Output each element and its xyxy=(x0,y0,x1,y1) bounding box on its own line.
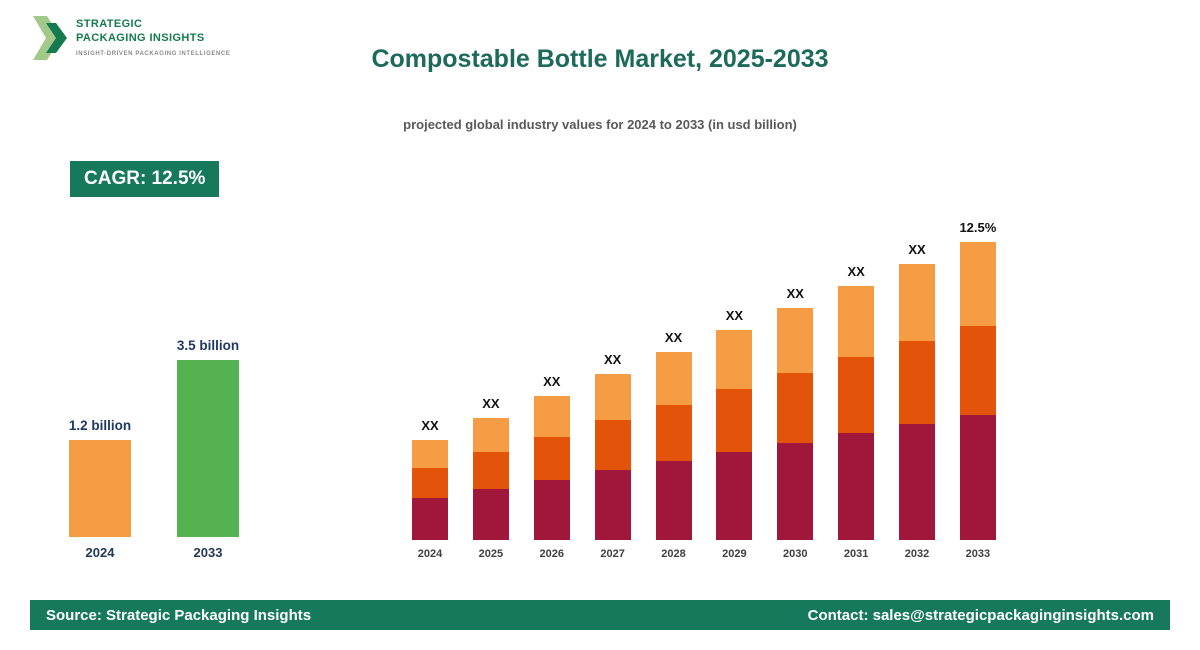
stacked-bar-column: XX 2029 xyxy=(712,192,756,560)
bar-segment-middle xyxy=(959,326,996,415)
footer-source-text: Source: Strategic Packaging Insights xyxy=(46,606,312,624)
bar-segment-middle xyxy=(655,405,692,461)
bar-value-label: XX xyxy=(421,418,439,433)
mini-bar-column: 1.2 billion 2024 xyxy=(68,328,132,560)
mini-bar-value-label: 1.2 billion xyxy=(68,418,132,433)
bar-segment-middle xyxy=(472,452,509,489)
bar-segment-bottom xyxy=(472,489,509,540)
bar-value-label: XX xyxy=(543,374,561,389)
brand-name-line1: STRATEGIC xyxy=(76,18,143,30)
bar-segment-top xyxy=(777,308,814,373)
footer-contact-text: Contact: sales@strategicpackaginginsight… xyxy=(807,606,1154,624)
bar-value-label: XX xyxy=(603,352,622,367)
stacked-bar xyxy=(472,418,509,540)
stacked-bar xyxy=(716,330,753,540)
bar-segment-top xyxy=(959,242,996,326)
bar-value-label: XX xyxy=(786,286,804,301)
bar-segment-bottom xyxy=(899,424,935,540)
bar-year-label: 2031 xyxy=(843,548,869,560)
bar-value-label: XX xyxy=(482,396,500,411)
brand-name-line2: PACKAGING INSIGHTS xyxy=(76,31,205,44)
bar-segment-bottom xyxy=(594,470,631,540)
stacked-bar xyxy=(777,308,814,540)
bar-segment-bottom xyxy=(716,452,753,540)
bar-value-label: XX xyxy=(725,308,744,323)
bar-segment-middle xyxy=(716,389,753,452)
stacked-bar xyxy=(838,286,875,540)
stacked-bar xyxy=(655,352,692,540)
bar-value-label: XX xyxy=(847,264,865,279)
bar-segment-bottom xyxy=(412,498,448,540)
bar-year-label: 2029 xyxy=(722,548,747,560)
stacked-bar-column: 12.5% 2033 xyxy=(956,192,1000,560)
footer-banner: Source: Strategic Packaging Insights Con… xyxy=(30,600,1170,630)
bar-segment-middle xyxy=(594,420,631,470)
mini-bar-year-label: 2024 xyxy=(85,545,115,560)
page-title: Compostable Bottle Market, 2025-2033 xyxy=(371,45,829,73)
stacked-bar xyxy=(412,440,448,540)
bar-segment-bottom xyxy=(838,433,875,540)
bar-year-label: 2024 xyxy=(417,548,443,560)
bar-segment-top xyxy=(412,440,448,468)
stacked-bar-column: XX 2027 xyxy=(591,192,635,560)
stacked-bar-column: XX 2025 xyxy=(469,192,513,560)
bar-segment-bottom xyxy=(959,415,996,540)
bar-segment-top xyxy=(655,352,692,405)
bar-value-label: XX xyxy=(908,242,926,257)
bar-year-label: 2032 xyxy=(904,548,930,560)
bar-year-label: 2030 xyxy=(783,548,808,560)
bar-segment-middle xyxy=(838,357,875,433)
stacked-bar xyxy=(594,374,631,540)
mini-bar-year-label: 2033 xyxy=(193,545,223,560)
bar-year-label: 2028 xyxy=(661,548,686,560)
bar-segment-middle xyxy=(533,437,570,480)
mini-chart-bars: 1.2 billion 2024 3.5 billion 2033 xyxy=(68,328,240,560)
bar-segment-bottom xyxy=(777,443,814,540)
bar-segment-middle xyxy=(899,341,935,424)
bar-year-label: 2025 xyxy=(478,548,504,560)
page-subtitle: projected global industry values for 202… xyxy=(403,117,797,132)
bar-year-label: 2026 xyxy=(539,548,564,560)
bar-segment-bottom xyxy=(655,461,692,540)
stacked-bar-column: XX 2024 xyxy=(408,192,452,560)
stacked-chart-bars: XX 2024 XX 2025 XX 2026 XX 2027 XX 2028 XX 2029 XX 20… xyxy=(408,192,1000,560)
stacked-bar xyxy=(959,242,996,540)
mini-bar-column: 3.5 billion 2033 xyxy=(176,328,240,560)
bar-segment-middle xyxy=(412,468,448,498)
brand-logo: STRATEGIC PACKAGING INSIGHTS INSIGHT-DRI… xyxy=(32,14,230,62)
stacked-bar xyxy=(899,264,935,540)
bar-segment-top xyxy=(716,330,753,389)
mini-bar xyxy=(177,360,239,537)
bar-segment-top xyxy=(899,264,935,341)
stacked-bar xyxy=(533,396,570,540)
stacked-bar-column: XX 2031 xyxy=(834,192,878,560)
bar-segment-top xyxy=(533,396,570,437)
stacked-bar-column: XX 2026 xyxy=(530,192,574,560)
mini-bar xyxy=(69,440,131,537)
stacked-bar-column: XX 2032 xyxy=(895,192,939,560)
bar-segment-top xyxy=(838,286,875,357)
mini-bar-value-label: 3.5 billion xyxy=(176,338,240,353)
stacked-bar-column: XX 2028 xyxy=(652,192,696,560)
bar-value-label: 12.5% xyxy=(959,220,997,235)
bar-segment-top xyxy=(472,418,509,452)
bar-segment-middle xyxy=(777,373,814,443)
cagr-badge: CAGR: 12.5% xyxy=(70,161,220,197)
bar-value-label: XX xyxy=(664,330,683,345)
bar-segment-top xyxy=(594,374,631,420)
double-chevron-icon xyxy=(33,16,67,60)
stacked-bar-column: XX 2030 xyxy=(773,192,817,560)
brand-text: STRATEGIC PACKAGING INSIGHTS INSIGHT-DRI… xyxy=(76,14,230,57)
brand-tagline: INSIGHT-DRIVEN PACKAGING INTELLIGENCE xyxy=(76,50,231,57)
bar-segment-bottom xyxy=(533,480,570,540)
bar-year-label: 2027 xyxy=(600,548,625,560)
bar-year-label: 2033 xyxy=(965,548,991,560)
